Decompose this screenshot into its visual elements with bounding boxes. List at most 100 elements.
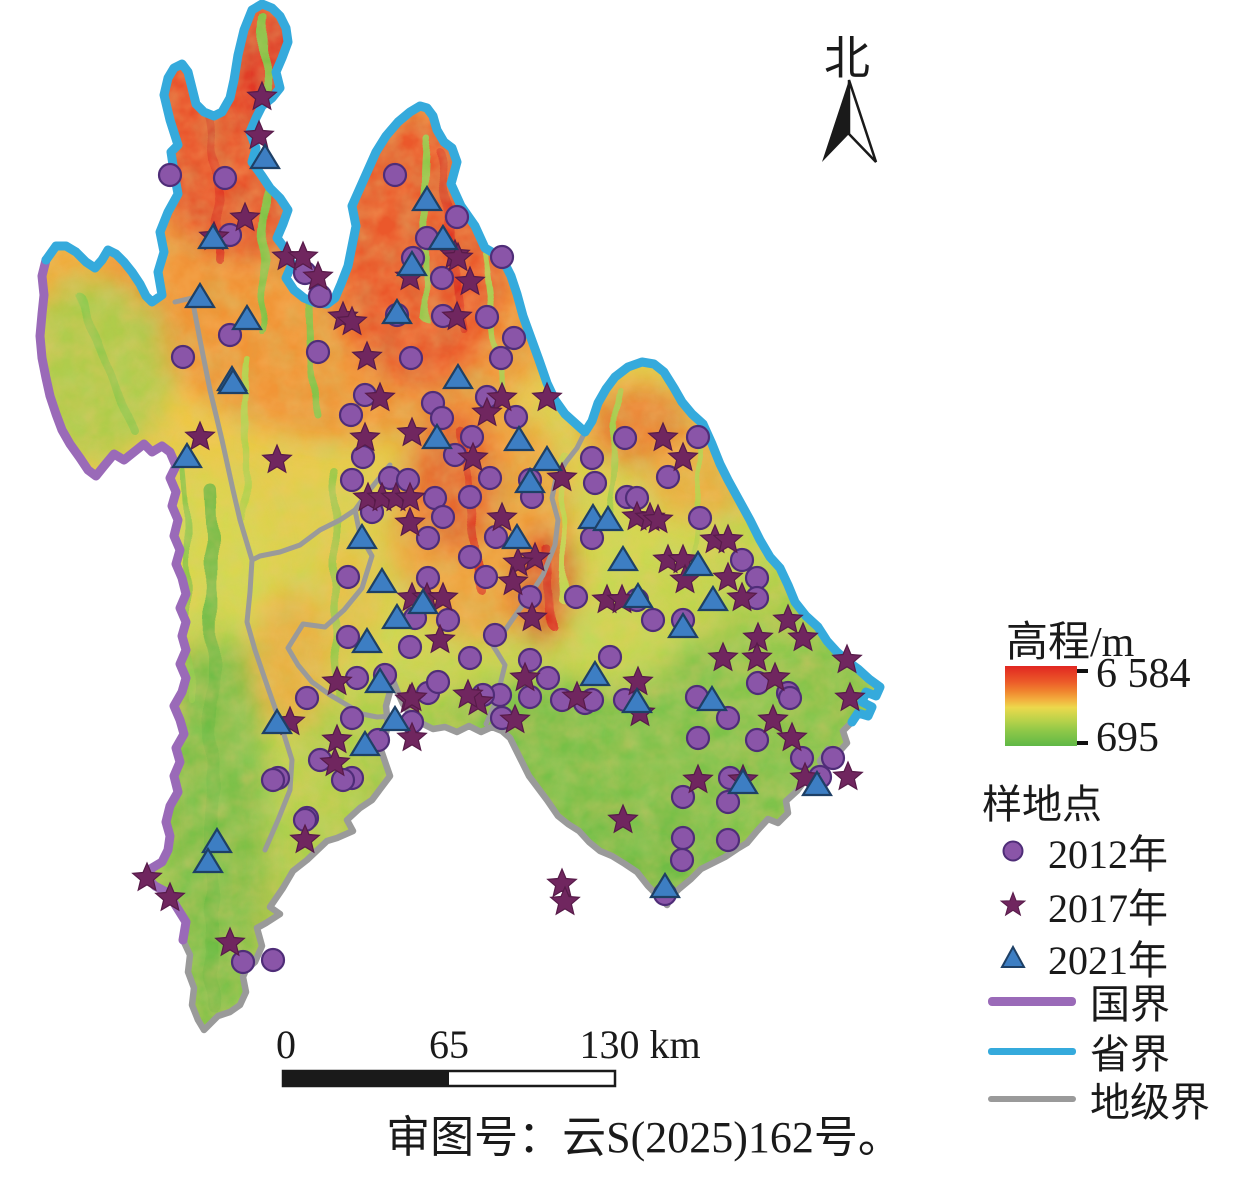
sample-point-2017 — [776, 721, 808, 752]
sample-point-2021 — [503, 424, 535, 452]
sample-point-2017 — [364, 381, 396, 412]
sample-point-2017 — [486, 381, 518, 412]
sample-point-2017 — [289, 823, 321, 854]
sample-point-2017 — [154, 881, 186, 912]
sample-point-2021 — [667, 611, 699, 639]
sample-point-2021 — [621, 686, 653, 714]
sample-point-2021 — [514, 466, 546, 494]
sample-point-2017 — [486, 501, 518, 532]
sample-point-2021 — [649, 871, 681, 899]
sample-point-2017 — [607, 803, 639, 834]
sample-point-2021 — [366, 566, 398, 594]
sample-point-2017 — [319, 746, 351, 777]
sample-point-2012 — [563, 584, 589, 610]
sample-point-2017 — [452, 678, 484, 709]
sample-point-2021 — [351, 626, 383, 654]
sample-point-2017 — [519, 541, 551, 572]
sample-point-2017 — [561, 680, 593, 711]
north-label: 北 — [824, 33, 870, 84]
sample-point-2017 — [707, 641, 739, 672]
sample-point-2012 — [260, 767, 286, 793]
sample-point-2017 — [427, 581, 459, 612]
sample-point-2017 — [394, 481, 426, 512]
sample-point-2021 — [411, 184, 443, 212]
sample-point-2021 — [727, 767, 759, 795]
sample-point-2017 — [549, 885, 581, 916]
sample-point-2012 — [429, 405, 455, 431]
sample-point-2012 — [612, 425, 638, 451]
sample-point-2017 — [424, 623, 456, 654]
sample-point-2012 — [382, 162, 408, 188]
sample-point-2017 — [442, 241, 474, 272]
sample-point-2012 — [330, 767, 356, 793]
sample-point-2012 — [729, 547, 755, 573]
sample-point-2017 — [741, 641, 773, 672]
scale-tick-130: 130 km — [579, 1022, 700, 1067]
sample-point-2012 — [744, 727, 770, 753]
sample-point-2021 — [197, 222, 229, 250]
sample-point-2021 — [364, 666, 396, 694]
sample-point-2017 — [647, 421, 679, 452]
sample-point-2017 — [757, 703, 789, 734]
sample-point-2021 — [261, 707, 293, 735]
sample-point-2021 — [607, 544, 639, 572]
sample-point-2017 — [759, 661, 791, 692]
sample-point-2021 — [379, 704, 411, 732]
sample-point-2021 — [171, 441, 203, 469]
sample-point-2012 — [457, 645, 483, 671]
sample-point-2012 — [789, 745, 815, 771]
sample-point-2021 — [442, 362, 474, 390]
sample-point-2021 — [184, 281, 216, 309]
sample-point-2017 — [832, 760, 864, 791]
sample-point-2012 — [744, 565, 770, 591]
sample-point-2021 — [349, 729, 381, 757]
sample-point-2021 — [381, 602, 413, 630]
sample-point-2017 — [457, 441, 489, 472]
scale-bar: 0 65 130 km — [276, 1022, 701, 1088]
sample-point-2017 — [229, 201, 261, 232]
sample-point-2012 — [335, 564, 361, 590]
sample-point-2012 — [350, 444, 376, 470]
sample-point-2017 — [396, 681, 428, 712]
sample-point-2012 — [597, 644, 623, 670]
sample-point-2021 — [801, 769, 833, 797]
sample-point-2021 — [622, 581, 654, 609]
sample-point-2012 — [397, 634, 423, 660]
sample-point-2012 — [655, 464, 681, 490]
sample-point-2012 — [687, 505, 713, 531]
north-arrow-icon: 北 — [822, 33, 878, 163]
sample-point-2012 — [517, 684, 543, 710]
sample-point-2017 — [499, 703, 531, 734]
sample-point-2012 — [483, 524, 509, 550]
map-approval-caption: 审图号：云S(2025)162号。 — [386, 1113, 902, 1162]
sample-point-2017 — [712, 523, 744, 554]
sample-point-2017 — [351, 340, 383, 371]
sample-point-2012 — [430, 504, 456, 530]
sample-point-2012 — [305, 339, 331, 365]
sample-point-2017 — [441, 300, 473, 331]
sample-point-2012 — [260, 947, 286, 973]
sample-point-2021 — [592, 504, 624, 532]
sample-point-2017 — [471, 396, 503, 427]
sample-point-2021 — [249, 142, 281, 170]
sample-point-2017 — [261, 443, 293, 474]
sample-point-2017 — [531, 381, 563, 412]
sample-point-2021 — [579, 659, 611, 687]
sample-point-2012 — [582, 470, 608, 496]
sample-point-2017 — [772, 603, 804, 634]
sample-point-2021 — [501, 522, 533, 550]
sample-point-2012 — [338, 402, 364, 428]
sample-point-2012 — [501, 325, 527, 351]
sample-point-2012 — [457, 544, 483, 570]
national-boundary-path — [35, 255, 191, 945]
sample-point-2017 — [243, 119, 275, 150]
scale-tick-0: 0 — [276, 1022, 296, 1067]
sample-point-2012 — [670, 825, 696, 851]
prefecture-inner-line — [172, 295, 295, 853]
sample-point-2012 — [230, 949, 256, 975]
sample-point-2012 — [157, 162, 183, 188]
sample-point-2012 — [517, 584, 543, 610]
sample-point-2017 — [787, 621, 819, 652]
sample-point-2012 — [435, 607, 461, 633]
